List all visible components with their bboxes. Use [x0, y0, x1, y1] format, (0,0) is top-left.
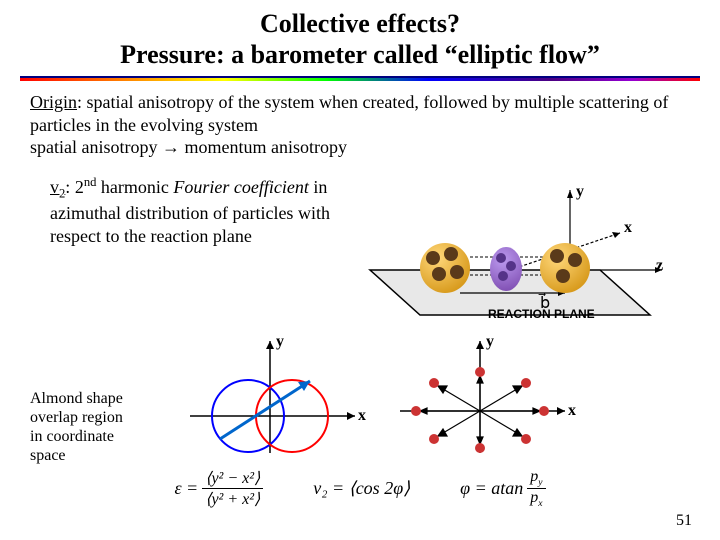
nucleus-right	[540, 243, 590, 293]
title-line1: Collective effects?	[20, 8, 700, 39]
y-axis-label: y⃗	[576, 183, 596, 201]
coordinate-space-diagram: y x	[170, 331, 380, 461]
v2-symbol: v2	[50, 177, 65, 197]
origin-text2: spatial anisotropy → momentum anisotropy	[30, 137, 347, 157]
formula-v2: ν₂ = ⟨cos 2φ⟩	[313, 468, 410, 509]
reaction-plane-diagram: y⃗ x⃗ z⃗ b⃗ REACTION PLANE	[340, 175, 690, 325]
fourier-term: Fourier coefficient	[173, 177, 308, 197]
x-axis-label: x⃗	[624, 219, 644, 237]
formula-epsilon: ε = ⟨y² − x²⟩ ⟨y² + x²⟩	[174, 468, 263, 509]
rainbow-underline	[20, 76, 700, 81]
nucleus-left	[420, 243, 470, 293]
z-axis-label: z⃗	[656, 257, 676, 275]
almond-caption: Almond shape overlap region in coordinat…	[30, 331, 170, 466]
origin-label: Origin	[30, 92, 77, 112]
v2-paragraph: v2: 2nd harmonic Fourier coefficient in …	[30, 175, 340, 325]
momentum-space-diagram: y x	[380, 331, 590, 461]
overlap-region	[490, 247, 522, 291]
formula-phi: φ = atan py px	[460, 468, 545, 509]
formula-row: ε = ⟨y² − x²⟩ ⟨y² + x²⟩ ν₂ = ⟨cos 2φ⟩ φ …	[30, 468, 690, 509]
reaction-plane-label: REACTION PLANE	[488, 307, 595, 321]
title-line2: Pressure: a barometer called “elliptic f…	[20, 39, 700, 70]
origin-paragraph: Origin: spatial anisotropy of the system…	[30, 91, 690, 159]
origin-text1: : spatial anisotropy of the system when …	[30, 92, 668, 135]
page-number: 51	[676, 512, 692, 530]
